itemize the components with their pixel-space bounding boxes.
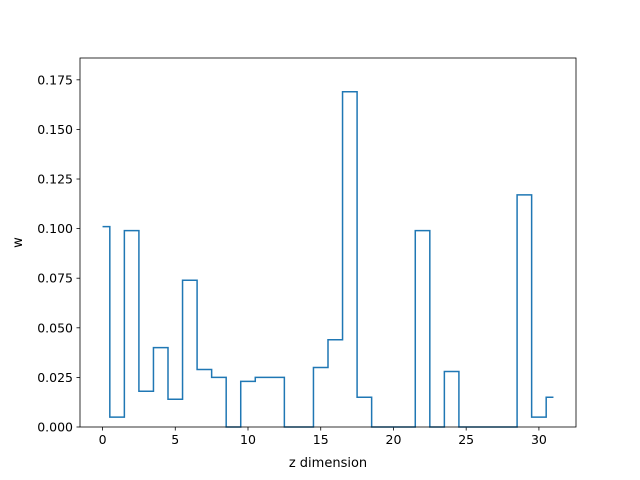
x-axis-label: z dimension: [289, 456, 367, 471]
y-tick-label: 0.000: [37, 420, 73, 435]
plot-frame: [79, 57, 577, 428]
y-tick-label: 0.100: [37, 221, 73, 236]
tick-group: 0 5 10 15 20 25 30 0.000 0.025 0.050 0.075 0.100 0.1…: [37, 72, 547, 447]
x-tick-label: 5: [171, 432, 179, 447]
x-tick-label: 0: [99, 432, 107, 447]
x-tick-label: 25: [458, 432, 474, 447]
y-tick-label: 0.125: [37, 172, 73, 187]
x-tick-label: 10: [240, 432, 256, 447]
x-tick-label: 20: [386, 432, 402, 447]
x-tick-label: 15: [313, 432, 329, 447]
y-tick-label: 0.025: [37, 370, 73, 385]
y-tick-label: 0.175: [37, 72, 73, 87]
y-tick-label: 0.150: [37, 122, 73, 137]
series-step-line: [102, 90, 554, 428]
y-tick-label: 0.075: [37, 271, 73, 286]
y-axis-label: w: [11, 237, 26, 248]
x-tick-label: 30: [531, 432, 547, 447]
y-tick-label: 0.050: [37, 320, 73, 335]
